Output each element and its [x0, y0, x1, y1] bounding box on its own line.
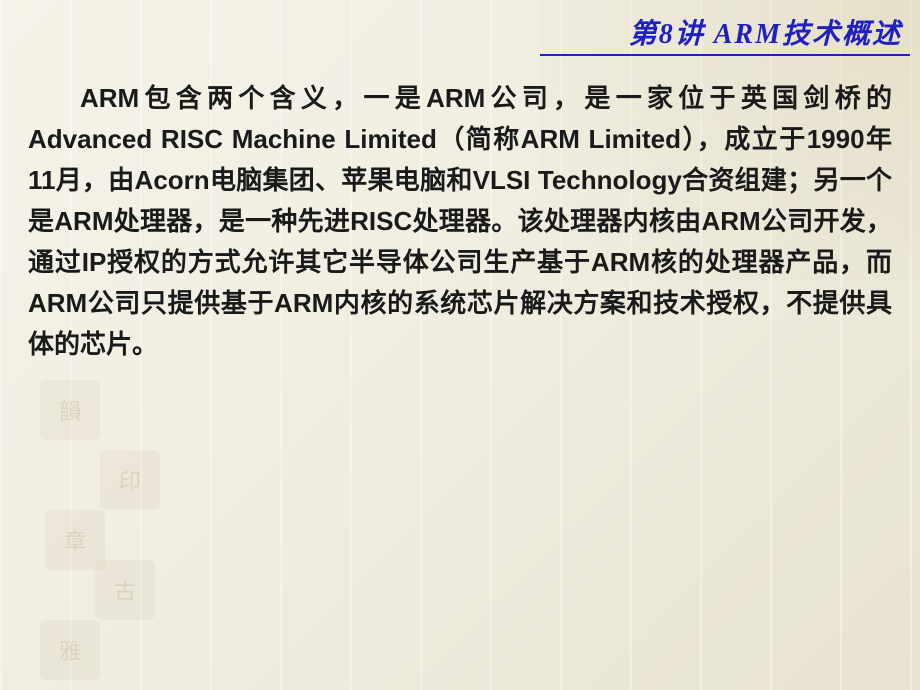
title-underline [540, 54, 910, 56]
body-text: ARM包含两个含义，一是ARM公司，是一家位于英国剑桥的Advanced RIS… [28, 83, 892, 359]
background-seal-icon: 印 [100, 450, 160, 510]
body-paragraph: ARM包含两个含义，一是ARM公司，是一家位于英国剑桥的Advanced RIS… [28, 78, 892, 366]
background-seal-icon: 古 [95, 560, 155, 620]
background-seal-icon: 雅 [40, 620, 100, 680]
slide-title: 第8讲 ARM技术概述 [629, 12, 902, 52]
background-seal-icon: 韻 [40, 380, 100, 440]
